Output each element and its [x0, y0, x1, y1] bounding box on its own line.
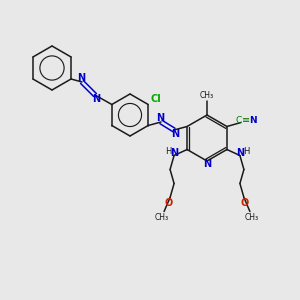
Text: N: N [156, 113, 164, 123]
Text: H: H [243, 147, 249, 156]
Text: Cl: Cl [151, 94, 162, 103]
Text: N: N [249, 116, 257, 125]
Text: H: H [165, 147, 171, 156]
Text: N: N [92, 94, 100, 104]
Text: N: N [236, 148, 244, 158]
Text: N: N [171, 129, 179, 139]
Text: O: O [241, 197, 249, 208]
Text: CH₃: CH₃ [155, 213, 169, 222]
Text: O: O [165, 197, 173, 208]
Text: CH₃: CH₃ [200, 92, 214, 100]
Text: N: N [77, 73, 85, 83]
Text: ≡: ≡ [242, 116, 250, 125]
Text: N: N [203, 159, 211, 169]
Text: C: C [236, 116, 242, 125]
Text: N: N [170, 148, 178, 158]
Text: CH₃: CH₃ [245, 213, 259, 222]
